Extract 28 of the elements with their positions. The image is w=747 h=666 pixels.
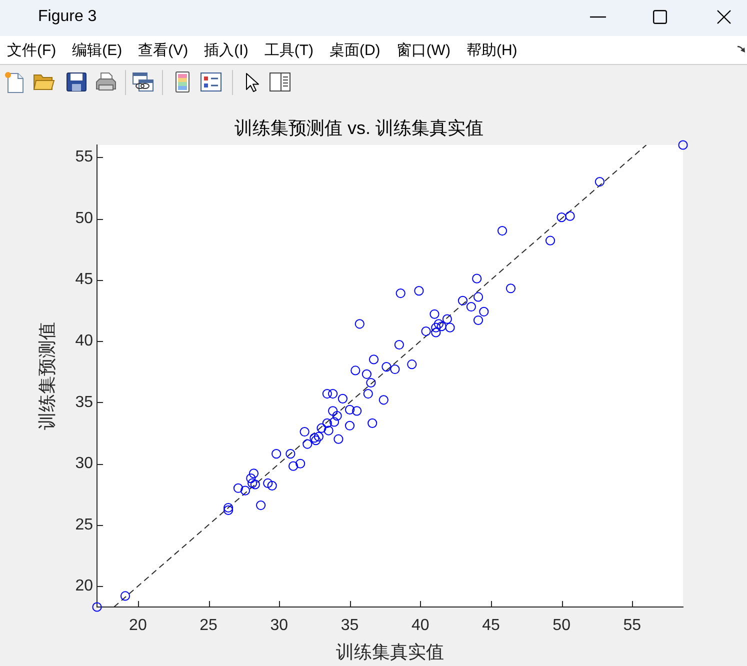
y-tick-label: 20 — [75, 578, 94, 595]
y-tick-label: 45 — [75, 271, 94, 288]
text: 文件(F) — [7, 40, 56, 60]
y-tick-label: 25 — [75, 516, 94, 534]
chart-title: 训练集预测值 vs. 训练集真实值 — [234, 118, 484, 138]
x-tick-label: 20 — [129, 617, 147, 634]
text: 帮助(H) — [466, 40, 518, 60]
x-tick-label: 50 — [552, 617, 571, 634]
y-tick-label: 35 — [75, 394, 94, 411]
text: 窗口(W) — [396, 40, 450, 60]
x-tick-label: 45 — [482, 617, 500, 634]
y-tick-label: 40 — [75, 332, 94, 350]
text: 桌面(D) — [329, 40, 380, 60]
y-axis-title: 训练集预测值 — [36, 322, 57, 430]
text: 工具(T) — [264, 40, 314, 60]
x-tick-label: 55 — [623, 617, 642, 634]
x-tick-label: 40 — [411, 617, 430, 634]
x-tick-label: 35 — [340, 617, 359, 634]
y-tick-label: 50 — [75, 210, 94, 227]
y-tick-label: 30 — [75, 455, 94, 472]
x-tick-label: 25 — [200, 617, 218, 634]
text: 查看(V) — [138, 40, 188, 60]
text: 编辑(E) — [72, 40, 122, 60]
x-axis-title: 训练集真实值 — [336, 642, 444, 662]
caption: Figure 3 — [38, 8, 97, 26]
text: 插入(I) — [204, 40, 248, 60]
y-tick-label: 55 — [75, 148, 94, 166]
x-tick-label: 30 — [270, 617, 288, 634]
